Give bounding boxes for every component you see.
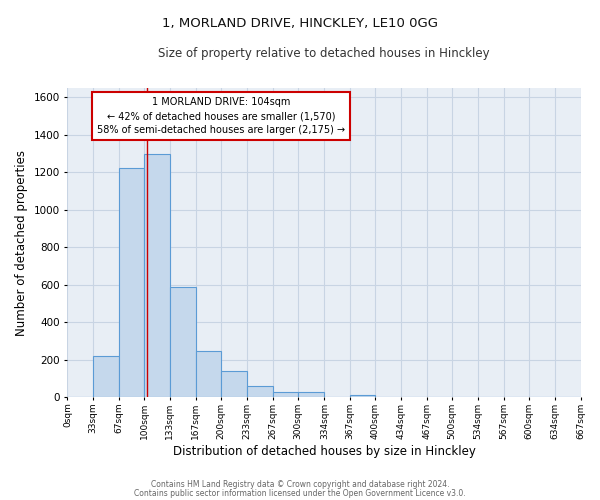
Bar <box>196 351 221 397</box>
Y-axis label: Number of detached properties: Number of detached properties <box>15 150 28 336</box>
Bar <box>221 371 247 397</box>
Bar <box>247 386 273 397</box>
Bar <box>350 395 375 397</box>
Text: 1 MORLAND DRIVE: 104sqm
← 42% of detached houses are smaller (1,570)
58% of semi: 1 MORLAND DRIVE: 104sqm ← 42% of detache… <box>97 98 346 136</box>
Bar <box>273 392 298 397</box>
Bar <box>119 168 145 397</box>
Text: Contains HM Land Registry data © Crown copyright and database right 2024.: Contains HM Land Registry data © Crown c… <box>151 480 449 489</box>
Text: 1, MORLAND DRIVE, HINCKLEY, LE10 0GG: 1, MORLAND DRIVE, HINCKLEY, LE10 0GG <box>162 18 438 30</box>
Bar <box>145 154 170 397</box>
X-axis label: Distribution of detached houses by size in Hinckley: Distribution of detached houses by size … <box>173 444 475 458</box>
Title: Size of property relative to detached houses in Hinckley: Size of property relative to detached ho… <box>158 48 490 60</box>
Text: Contains public sector information licensed under the Open Government Licence v3: Contains public sector information licen… <box>134 489 466 498</box>
Bar <box>93 356 119 397</box>
Bar <box>170 286 196 397</box>
Bar <box>298 392 325 397</box>
